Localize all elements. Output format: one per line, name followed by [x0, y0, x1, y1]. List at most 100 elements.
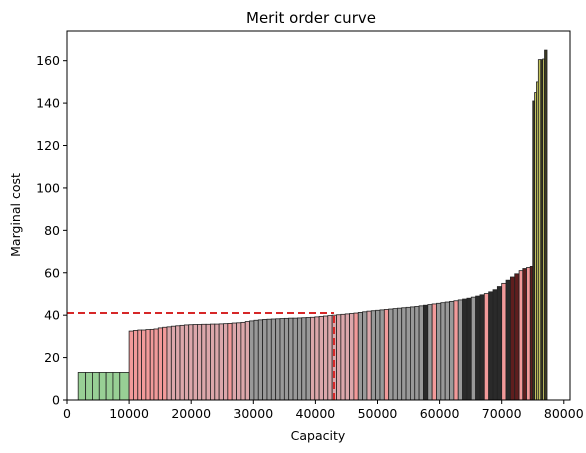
bar-27: [214, 323, 220, 401]
bar-19: [179, 324, 185, 401]
bar-80: [444, 301, 450, 401]
x-tick-label: 30000: [233, 406, 273, 421]
bar-29: [223, 323, 229, 401]
bar-30: [227, 323, 233, 401]
bar-23: [197, 324, 203, 401]
bar-97: [518, 270, 524, 401]
bar-42: [279, 318, 285, 401]
bar-43: [283, 317, 290, 401]
bar-63: [370, 310, 377, 401]
price-lines-group: [67, 312, 336, 400]
bar-13: [153, 328, 159, 401]
x-tick-label: 40000: [296, 406, 336, 421]
bar-89: [483, 293, 490, 401]
x-tick-label: 0: [63, 406, 71, 421]
bar-11: [145, 329, 151, 401]
y-axis-title: Marginal cost: [8, 173, 23, 257]
chart-title: Merit order curve: [246, 9, 376, 27]
bar-57: [344, 313, 350, 401]
bar-55: [336, 314, 342, 401]
bar-8: [133, 330, 139, 401]
y-tick-label: 60: [44, 265, 60, 280]
bar-85: [466, 297, 472, 401]
bar-67: [388, 308, 394, 401]
bar-93: [501, 282, 507, 401]
y-tick-label: 140: [36, 96, 60, 111]
y-tick-label: 160: [36, 53, 60, 68]
bar-70: [401, 307, 407, 401]
bar-12: [149, 328, 155, 401]
bar-21: [188, 324, 194, 401]
bar-74: [418, 305, 424, 401]
bar-44: [288, 317, 294, 401]
bar-4: [105, 372, 114, 401]
x-tick-label: 60000: [420, 406, 460, 421]
bar-76: [427, 304, 433, 401]
bar-41: [275, 318, 281, 401]
bar-107: [544, 49, 548, 401]
bar-35: [249, 320, 255, 401]
bar-45: [292, 317, 298, 401]
bar-25: [205, 323, 211, 401]
bar-91: [492, 289, 498, 401]
bar-98: [522, 268, 527, 401]
bar-47: [301, 317, 307, 401]
x-tick-label: 50000: [358, 406, 398, 421]
bar-83: [457, 299, 463, 401]
bar-99: [526, 267, 531, 401]
bar-96: [514, 273, 520, 401]
bar-2: [92, 372, 100, 401]
bar-60: [357, 312, 363, 401]
bar-33: [240, 321, 246, 401]
bar-9: [137, 329, 142, 401]
bar-75: [423, 304, 429, 401]
bar-72: [410, 306, 416, 401]
bar-10: [141, 329, 147, 401]
y-tick-label: 120: [36, 138, 60, 153]
bar-7: [128, 330, 134, 401]
bar-37: [257, 319, 264, 401]
bar-38: [262, 319, 268, 401]
bar-34: [244, 321, 250, 401]
bar-64: [375, 309, 381, 401]
x-axis-title: Capacity: [291, 428, 346, 443]
bar-46: [296, 317, 303, 401]
bar-95: [509, 276, 516, 401]
y-tick-label: 20: [44, 350, 60, 365]
bar-79: [440, 302, 446, 401]
bar-71: [405, 306, 411, 401]
bar-77: [431, 303, 437, 401]
y-tick-label: 80: [44, 223, 60, 238]
bar-16: [166, 326, 172, 401]
bar-86: [470, 296, 477, 401]
bar-52: [323, 315, 329, 401]
bar-82: [453, 300, 459, 401]
bar-53: [327, 315, 333, 401]
bar-66: [383, 309, 390, 401]
bar-26: [210, 323, 216, 401]
bar-5: [112, 372, 121, 401]
bar-90: [488, 291, 494, 401]
bar-51: [318, 316, 324, 401]
bar-69: [396, 307, 403, 401]
bar-15: [162, 326, 168, 401]
bar-68: [392, 308, 398, 401]
bar-59: [353, 312, 359, 401]
bar-50: [314, 316, 320, 401]
y-tick-label: 0: [52, 393, 60, 408]
bar-58: [349, 313, 355, 401]
bar-3: [98, 372, 107, 401]
x-tick-label: 80000: [544, 406, 584, 421]
bar-81: [449, 300, 455, 401]
bar-87: [475, 295, 481, 401]
bar-36: [253, 319, 259, 401]
x-tick-label: 70000: [482, 406, 522, 421]
bar-24: [201, 323, 207, 401]
x-tick-label: 20000: [171, 406, 211, 421]
bar-32: [236, 322, 242, 401]
bar-28: [218, 323, 224, 401]
bar-49: [310, 316, 316, 401]
bar-22: [192, 324, 198, 401]
bar-0: [77, 372, 87, 401]
bar-39: [266, 318, 272, 401]
